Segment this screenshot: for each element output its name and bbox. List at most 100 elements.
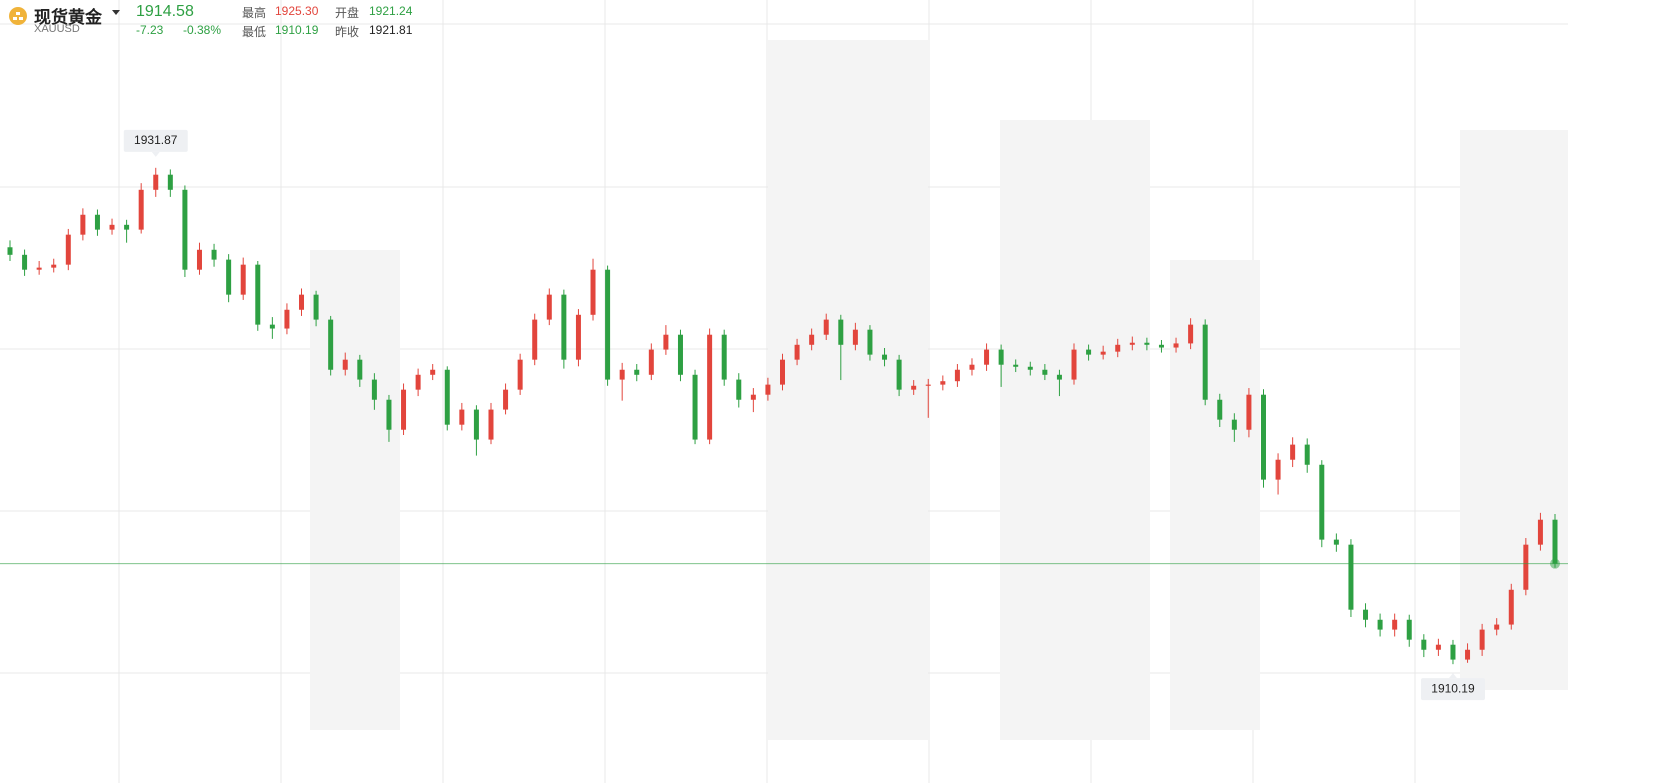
candle-body bbox=[153, 174, 159, 190]
tip-box bbox=[123, 129, 188, 152]
candle-body bbox=[444, 369, 450, 425]
background-buildings bbox=[310, 40, 1568, 740]
candle-body bbox=[896, 359, 902, 390]
candle-body bbox=[1231, 419, 1237, 430]
candle-body bbox=[998, 349, 1004, 365]
max-label: 1931.87 bbox=[134, 133, 178, 147]
tip-arrow bbox=[151, 151, 160, 157]
candle-body bbox=[226, 259, 232, 295]
candle-body bbox=[1260, 394, 1266, 480]
candle-body bbox=[94, 214, 100, 230]
candle-body bbox=[1537, 519, 1543, 545]
candle-body bbox=[1144, 342, 1150, 345]
candle-body bbox=[575, 314, 581, 360]
candle-body bbox=[546, 294, 552, 320]
candle-body bbox=[663, 334, 669, 350]
candle-body bbox=[269, 324, 275, 329]
stat-value: 1921.81 bbox=[369, 23, 413, 37]
candle-body bbox=[80, 214, 86, 235]
candle-body bbox=[459, 409, 465, 425]
candle-body bbox=[925, 384, 931, 386]
last-price: 1914.58 bbox=[136, 3, 194, 20]
quote-header: 现货黄金 XAUUSD 1914.58 -7.23 -0.38% 最高 1925… bbox=[0, 0, 500, 40]
change: -7.23 bbox=[136, 23, 164, 37]
candle-body bbox=[503, 389, 509, 410]
candle-body bbox=[1202, 324, 1208, 400]
candle-body bbox=[823, 319, 829, 335]
min-tip: 1910.19 bbox=[1420, 673, 1485, 701]
tip-box bbox=[1420, 678, 1485, 701]
candle-body bbox=[182, 189, 188, 270]
candle-body bbox=[196, 249, 202, 270]
candle-body bbox=[867, 329, 873, 355]
candle-body bbox=[284, 309, 290, 329]
candle-body bbox=[211, 249, 217, 260]
instrument-name[interactable]: 现货黄金 bbox=[34, 8, 102, 27]
candle-body bbox=[1392, 619, 1398, 630]
candle-body bbox=[1333, 539, 1339, 545]
candle-body bbox=[765, 384, 771, 395]
candle-body bbox=[1115, 344, 1121, 352]
candle-body bbox=[1508, 589, 1514, 625]
candle-body bbox=[1552, 519, 1558, 564]
candle-body bbox=[590, 269, 596, 315]
candle-body bbox=[1465, 649, 1471, 660]
candle-body bbox=[940, 381, 946, 385]
stat-label: 开盘 bbox=[335, 6, 360, 20]
candle-body bbox=[721, 334, 727, 380]
candle-body bbox=[65, 234, 71, 265]
symbol: XAUUSD bbox=[34, 23, 80, 35]
candle-body bbox=[1377, 619, 1383, 630]
candle-body bbox=[313, 294, 319, 320]
candle-body bbox=[954, 369, 960, 382]
candle-body bbox=[386, 399, 392, 430]
candle-body bbox=[36, 267, 42, 270]
candle-body bbox=[677, 334, 683, 375]
stat-value: 1925.30 bbox=[275, 4, 319, 18]
stat-label: 最高 bbox=[242, 6, 267, 20]
candle-body bbox=[488, 409, 494, 440]
candle-body bbox=[1042, 369, 1048, 375]
candle-body bbox=[1406, 619, 1412, 640]
candle-body bbox=[109, 224, 115, 230]
candle-body bbox=[736, 379, 742, 400]
tip-arrow bbox=[1448, 673, 1457, 679]
candle-body bbox=[1450, 644, 1456, 660]
stat-value: 1910.19 bbox=[275, 23, 319, 37]
candle-body bbox=[1319, 464, 1325, 540]
candle-body bbox=[692, 374, 698, 440]
candle-body bbox=[1217, 399, 1223, 420]
candle-body bbox=[1479, 629, 1485, 650]
candle-body bbox=[911, 385, 917, 390]
stat-label: 昨收 bbox=[335, 25, 360, 39]
candle-body bbox=[1071, 349, 1077, 380]
min-label: 1910.19 bbox=[1431, 681, 1475, 695]
candle-body bbox=[1246, 394, 1252, 430]
stat-value: 1921.24 bbox=[369, 4, 413, 18]
candle-body bbox=[415, 374, 421, 390]
candle-body bbox=[1290, 444, 1296, 460]
stat-label: 最低 bbox=[242, 25, 267, 39]
candle-body bbox=[357, 359, 363, 380]
candle-body bbox=[167, 174, 173, 190]
candle-body bbox=[794, 344, 800, 360]
candle-body bbox=[882, 354, 888, 360]
candle-body bbox=[1173, 343, 1179, 348]
candle-body bbox=[1304, 444, 1310, 465]
candle-body bbox=[138, 189, 144, 230]
candle-body bbox=[1494, 624, 1500, 630]
dropdown-arrow[interactable] bbox=[112, 10, 122, 18]
candle-body bbox=[1188, 324, 1194, 344]
candle-body bbox=[780, 359, 785, 385]
max-tip: 1931.87 bbox=[123, 129, 188, 157]
candle-body bbox=[1056, 374, 1062, 380]
candle-body bbox=[299, 294, 305, 310]
last-price-glow bbox=[1550, 558, 1560, 569]
candle-body bbox=[1086, 349, 1092, 355]
candle-body bbox=[648, 349, 654, 375]
candle-body bbox=[430, 369, 436, 375]
candle-body bbox=[561, 294, 567, 360]
candle-body bbox=[22, 254, 28, 270]
candle-body bbox=[984, 349, 990, 365]
